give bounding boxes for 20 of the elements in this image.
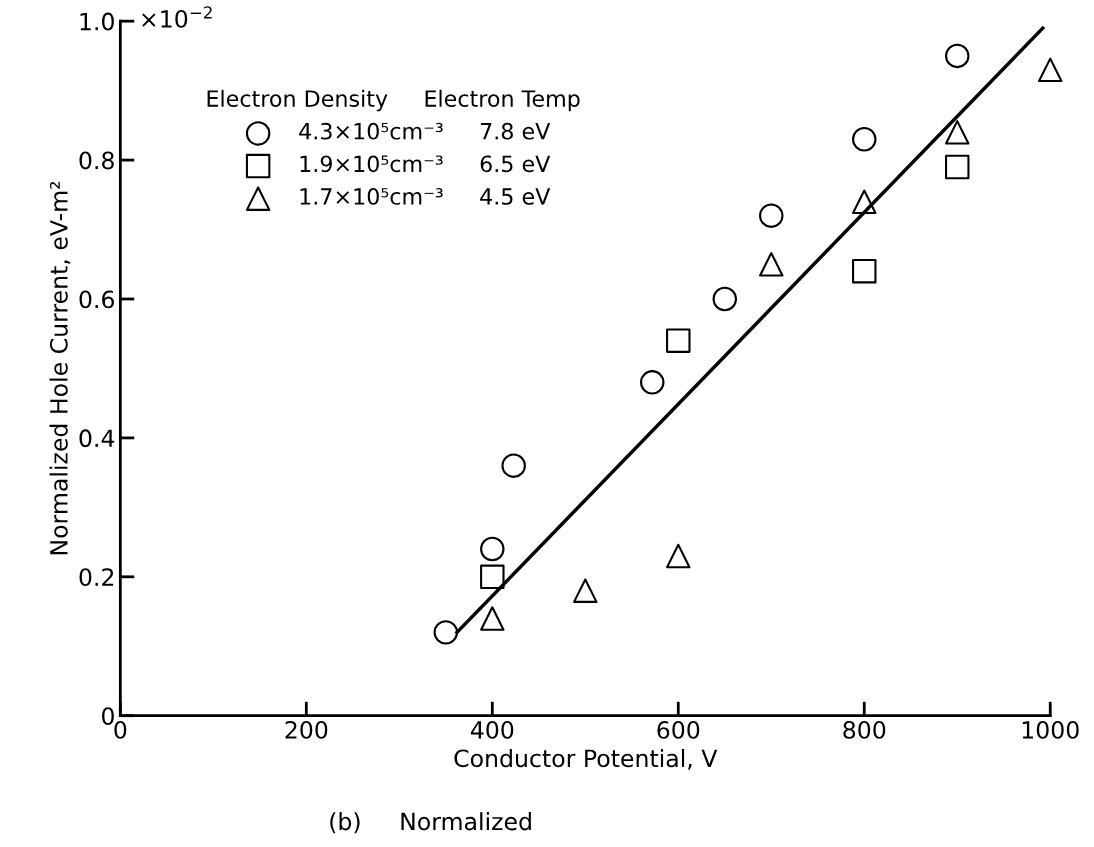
text: (b) Normalized xyxy=(330,812,531,834)
legend-label: 1.9×10⁵cm⁻³ 6.5 eV xyxy=(300,155,551,173)
legend-label: 1.7×10⁵cm⁻³ 4.5 eV xyxy=(300,188,551,205)
x-tick-label: 600 xyxy=(657,720,700,739)
x-axis-title: Conductor Potential, V xyxy=(454,748,718,770)
x-tick-label: 200 xyxy=(285,720,328,739)
y-tick-label: 0.8 xyxy=(79,151,114,170)
y-tick-label: 0.6 xyxy=(79,290,114,309)
x-tick-label: 0 xyxy=(114,720,127,739)
x-tick-label: 1000 xyxy=(1022,720,1079,739)
annotation: ×10$^{−2}$ xyxy=(142,6,212,28)
y-tick-label: 1.0 xyxy=(80,12,114,31)
legend-title: Electron Density Electron Temp xyxy=(207,89,580,112)
y-tick-label: 0.2 xyxy=(79,568,114,587)
x-tick-label: 400 xyxy=(470,720,514,739)
y-tick-label: 0.4 xyxy=(79,429,115,448)
legend-label: 4.3×10⁵cm⁻³ 7.8 eV xyxy=(299,122,551,140)
y-axis-title: Normalized Hole Current, eV-m² xyxy=(49,181,71,555)
x-tick-label: 800 xyxy=(843,720,886,739)
y-tick-label: 0 xyxy=(102,707,114,726)
